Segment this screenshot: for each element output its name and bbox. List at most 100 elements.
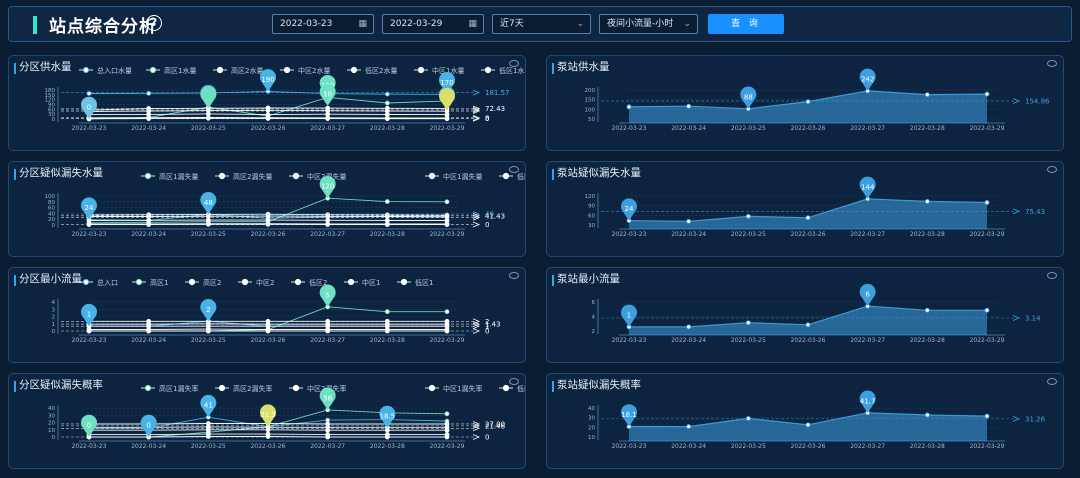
value-pin: 1: [621, 304, 637, 327]
y-tick-label: 40: [48, 211, 55, 217]
data-point: [384, 199, 390, 204]
data-point: [205, 108, 211, 113]
eye-icon[interactable]: [1047, 166, 1057, 173]
chart-pump-min-flow: 6 4 2 2022-03-23 2022-03-24 2022-03-25 2022-03…: [592, 283, 1041, 344]
x-tick-label: 2022-03-26: [251, 231, 286, 238]
eye-icon[interactable]: [1047, 378, 1057, 385]
period-select[interactable]: 近7天 ⌄: [492, 14, 591, 34]
pin-shape: [859, 390, 876, 413]
x-tick-label: 2022-03-28: [910, 443, 945, 450]
x-tick-label: 2022-03-24: [131, 337, 166, 344]
x-tick-label: 2022-03-23: [612, 231, 647, 238]
panel-marker-icon: [14, 381, 16, 389]
pin-shape: [200, 299, 217, 322]
data-point: [805, 99, 811, 104]
help-icon[interactable]: ?: [146, 15, 162, 31]
y-tick-label: 50: [588, 117, 595, 123]
legend-label: 中区1漏失率: [443, 384, 482, 393]
reference-label: 27.00: [485, 420, 505, 428]
data-point: [686, 103, 692, 109]
query-button[interactable]: 查 询: [708, 14, 784, 34]
data-point: [265, 221, 271, 227]
data-point: [325, 427, 331, 433]
reference-label: 181.57: [485, 89, 510, 97]
reference-label: 1.43: [485, 321, 501, 329]
pin-shape: [859, 68, 876, 91]
pin-shape: [740, 86, 757, 109]
pin-shape: [81, 414, 97, 437]
y-tick-label: 3: [52, 307, 56, 313]
pin-label: 56: [323, 394, 332, 402]
x-tick-label: 2022-03-25: [731, 231, 766, 238]
pin-shape: [81, 96, 97, 119]
x-tick-label: 2022-03-29: [970, 443, 1005, 450]
x-tick-label: 2022-03-25: [191, 231, 226, 238]
value-pin: 24: [621, 198, 637, 221]
start-date-input[interactable]: 2022-03-23 ▦: [272, 14, 374, 34]
pin-label: 88: [744, 93, 753, 101]
data-point: [146, 327, 152, 332]
end-date-input[interactable]: 2022-03-29 ▦: [382, 14, 484, 34]
reference-arrow: [472, 434, 481, 440]
legend-marker: [283, 66, 291, 74]
pin-label: 6: [865, 291, 870, 299]
value-pin: 18.5: [379, 405, 396, 429]
start-date-value: 2022-03-23: [280, 19, 333, 29]
data-point: [686, 218, 692, 224]
reference-label: 1: [485, 323, 489, 331]
data-point: [265, 107, 271, 113]
data-point: [444, 199, 450, 205]
x-tick-label: 2022-03-28: [370, 337, 405, 344]
x-tick-label: 2022-03-24: [671, 125, 706, 132]
panel-title: 分区供水量: [19, 61, 72, 73]
panel-pump-leak-prob: 泵站疑似漏失概率 40 30 20 10 2022-03-23 2022-03-24 202…: [546, 373, 1064, 469]
eye-icon[interactable]: [509, 166, 519, 173]
x-tick-label: 2022-03-23: [72, 231, 107, 238]
eye-icon[interactable]: [509, 60, 519, 67]
legend-marker: [188, 278, 196, 286]
legend-marker: [216, 66, 224, 74]
pin-label: 2: [206, 306, 210, 314]
data-point: [745, 213, 751, 219]
y-tick-label: 40: [48, 406, 55, 412]
eye-icon[interactable]: [1047, 272, 1057, 279]
x-tick-label: 2022-03-25: [731, 125, 766, 132]
x-tick-label: 2022-03-23: [72, 125, 107, 132]
pin-shape: [859, 283, 876, 307]
data-point: [444, 411, 450, 417]
panel-marker-icon: [14, 63, 16, 71]
data-point: [444, 309, 450, 315]
legend-label: 低区1漏失率: [517, 384, 526, 393]
reference-arrow: [472, 106, 481, 113]
mode-select[interactable]: 夜间小流量-小时 ⌄: [599, 14, 698, 34]
reference-label: 49: [485, 211, 494, 219]
eye-icon[interactable]: [1047, 60, 1057, 67]
pin-label: 18.1: [621, 411, 637, 419]
data-point: [384, 432, 390, 437]
y-tick-label: 150: [585, 98, 596, 104]
x-tick-label: 2022-03-27: [850, 231, 885, 238]
value-pin: 10: [319, 83, 336, 106]
y-tick-label: 2: [592, 329, 596, 335]
reference-label: 0: [485, 328, 489, 336]
data-point: [384, 309, 390, 315]
eye-icon[interactable]: [509, 378, 519, 385]
eye-icon[interactable]: [509, 272, 519, 279]
panel-pump-leak-volume: 泵站疑似漏失水量 120 90 60 30 2022-03-23 2022-03-24 20…: [546, 161, 1064, 257]
x-tick-label: 2022-03-29: [430, 125, 465, 132]
reference-label: 154.86: [1025, 98, 1050, 106]
x-tick-label: 2022-03-24: [131, 443, 166, 450]
value-pin: 1: [81, 303, 97, 327]
y-tick-label: 4: [592, 315, 596, 321]
panel-title: 泵站疑似漏失概率: [557, 379, 641, 391]
panel-zone-leak-prob: 分区疑似漏失概率 高区1漏失率高区2漏失率中区2漏失率中区1漏失率低区1漏失率4…: [8, 373, 526, 469]
panel-title: 泵站疑似漏失水量: [557, 167, 641, 179]
x-tick-label: 2022-03-23: [72, 443, 107, 450]
pin-label: 10: [323, 90, 332, 98]
reference-arrow: [472, 321, 481, 327]
value-pin: [200, 86, 217, 109]
pin-label: 48: [204, 199, 213, 207]
reference-arrow: [472, 108, 481, 114]
data-point: [205, 326, 211, 332]
